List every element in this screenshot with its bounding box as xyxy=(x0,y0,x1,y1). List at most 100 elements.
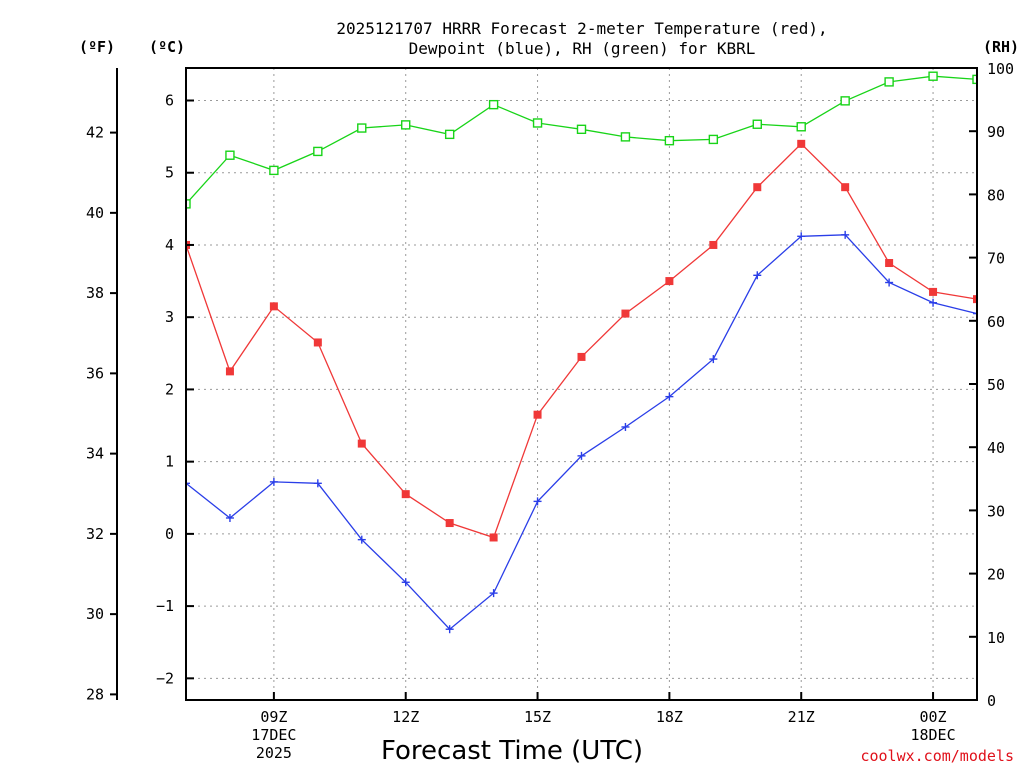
rh-tick-label: 80 xyxy=(987,186,1005,204)
data-point xyxy=(885,278,894,287)
celsius-axis-unit: (ºC) xyxy=(149,38,185,56)
chart-title-line-2: Dewpoint (blue), RH (green) for KBRL xyxy=(409,39,756,58)
celsius-tick-label: 5 xyxy=(165,164,174,182)
data-point xyxy=(445,625,454,634)
x-tick-label: 09Z xyxy=(260,708,287,726)
data-point xyxy=(401,578,410,587)
data-point xyxy=(796,122,806,132)
celsius-tick-label: 4 xyxy=(165,236,174,254)
data-point xyxy=(621,422,630,431)
series-line xyxy=(185,142,978,539)
rh-tick-label: 20 xyxy=(987,566,1005,584)
x-axis-label: Forecast Time (UTC) xyxy=(381,736,643,766)
series-dewpoint xyxy=(185,230,978,634)
x-tick-label: 18DEC xyxy=(910,726,955,744)
rh-tick-label: 30 xyxy=(987,502,1005,520)
plot-frame xyxy=(185,67,978,701)
grid xyxy=(186,68,977,700)
fahrenheit-tick-label: 30 xyxy=(86,605,104,623)
fahrenheit-tick-label: 42 xyxy=(86,124,104,142)
data-point xyxy=(313,479,322,488)
series-rh xyxy=(185,71,978,209)
data-point xyxy=(929,287,938,296)
x-tick-label: 18Z xyxy=(656,708,683,726)
data-point xyxy=(225,513,234,522)
data-point xyxy=(357,439,366,448)
fahrenheit-tick-label: 40 xyxy=(86,204,104,222)
data-point xyxy=(313,146,323,157)
data-point xyxy=(928,71,938,81)
x-tick-label: 17DEC xyxy=(251,726,296,744)
x-tick-label: 15Z xyxy=(524,708,551,726)
celsius-tick-label: −2 xyxy=(156,669,174,687)
data-point xyxy=(885,259,894,268)
rh-tick-label: 50 xyxy=(987,376,1005,394)
rh-tick-label: 90 xyxy=(987,123,1005,141)
celsius-tick-label: −1 xyxy=(156,597,174,615)
data-point xyxy=(620,132,631,142)
data-point xyxy=(664,135,675,146)
x-tick-label: 00Z xyxy=(920,708,947,726)
data-point xyxy=(577,352,586,361)
chart-title-line-1: 2025121707 HRRR Forecast 2-meter Tempera… xyxy=(336,19,827,38)
series-2-meter-temperature xyxy=(185,139,978,542)
data-point xyxy=(577,451,586,460)
fahrenheit-tick-label: 36 xyxy=(86,364,104,382)
data-point xyxy=(709,240,718,249)
data-point xyxy=(489,589,498,598)
data-point xyxy=(973,295,978,304)
series-layer xyxy=(185,71,978,634)
data-point xyxy=(489,533,498,542)
fahrenheit-tick-label: 28 xyxy=(86,685,104,703)
celsius-tick-label: 6 xyxy=(165,92,174,110)
series-line xyxy=(185,234,978,631)
data-point xyxy=(797,139,806,148)
data-point xyxy=(797,232,806,241)
data-point xyxy=(269,302,278,311)
fahrenheit-tick-label: 34 xyxy=(86,445,104,463)
rh-tick-label: 70 xyxy=(987,250,1005,268)
data-point xyxy=(576,124,587,135)
data-point xyxy=(665,277,674,286)
data-point xyxy=(841,183,850,192)
data-point xyxy=(840,96,850,106)
x-tick-label: 12Z xyxy=(392,708,419,726)
rh-tick-label: 0 xyxy=(987,692,996,710)
data-point xyxy=(709,355,718,364)
axes: −2−1012345628303234363840420102030405060… xyxy=(86,60,1014,762)
celsius-tick-label: 1 xyxy=(165,453,174,471)
x-tick-label: 2025 xyxy=(256,744,292,762)
data-point xyxy=(533,410,542,419)
data-point xyxy=(313,338,322,347)
credit-text: coolwx.com/models xyxy=(860,747,1014,765)
data-point xyxy=(225,150,235,160)
data-point xyxy=(841,230,850,239)
data-point xyxy=(621,309,630,318)
data-point xyxy=(753,271,762,280)
fahrenheit-axis-unit: (ºF) xyxy=(79,38,115,56)
fahrenheit-tick-label: 32 xyxy=(86,525,104,543)
data-point xyxy=(708,134,719,145)
data-point xyxy=(929,298,938,307)
data-point xyxy=(401,490,410,499)
celsius-tick-label: 0 xyxy=(165,525,174,543)
data-point xyxy=(752,119,762,129)
celsius-tick-label: 3 xyxy=(165,308,174,326)
data-point xyxy=(533,497,542,506)
rh-axis-unit: (RH) xyxy=(983,38,1019,56)
data-point xyxy=(884,77,894,87)
data-point xyxy=(357,123,367,133)
rh-tick-label: 40 xyxy=(987,439,1005,457)
rh-tick-label: 10 xyxy=(987,629,1005,647)
data-point xyxy=(225,367,234,376)
x-tick-label: 21Z xyxy=(788,708,815,726)
rh-tick-label: 60 xyxy=(987,313,1005,331)
data-point xyxy=(665,392,674,401)
data-point xyxy=(357,535,366,544)
series-line xyxy=(185,75,978,205)
data-point xyxy=(488,99,499,110)
fahrenheit-tick-label: 38 xyxy=(86,284,104,302)
data-point xyxy=(269,165,279,176)
